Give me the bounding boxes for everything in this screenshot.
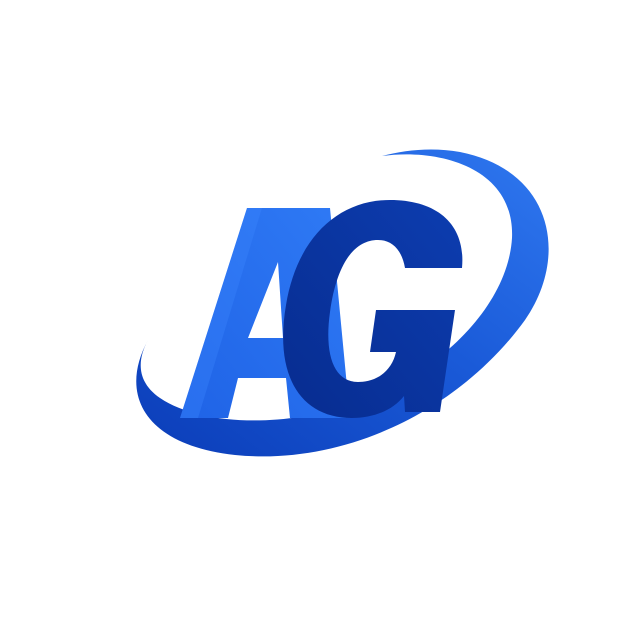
letter-g-icon xyxy=(283,200,463,418)
letter-a-highlight-icon xyxy=(180,208,262,418)
orbit-swoosh-icon xyxy=(136,149,549,457)
